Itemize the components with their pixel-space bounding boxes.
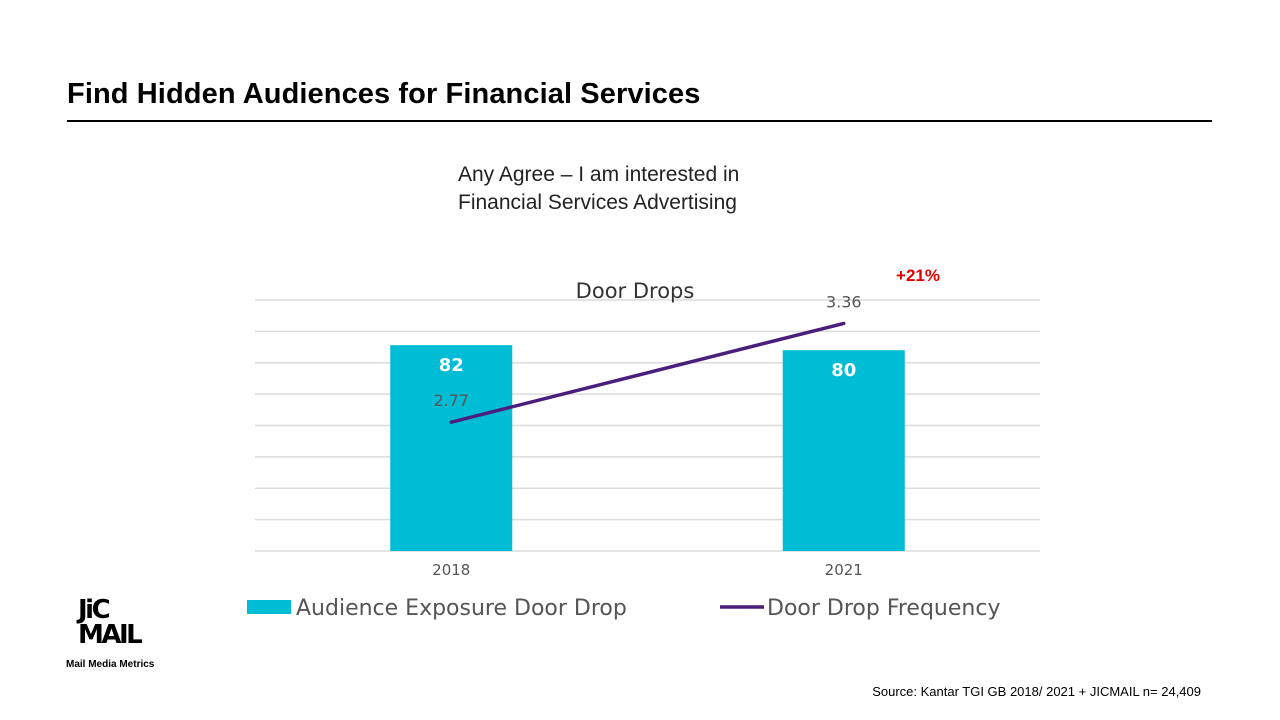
- chart-heading-line-1: Any Agree – I am interested in: [458, 163, 740, 186]
- jicmail-logo: JiC MAIL Mail Media Metrics: [64, 595, 174, 673]
- chart-title: Door Drops: [576, 279, 695, 303]
- legend-bar-swatch: [247, 600, 291, 614]
- frequency-point-label: 2.77: [433, 391, 469, 410]
- logo-line-1: JiC: [78, 595, 111, 625]
- logo-tagline: Mail Media Metrics: [66, 659, 155, 670]
- chart-heading-line-2: Financial Services Advertising: [458, 191, 737, 214]
- logo-wordmark: JiC MAIL: [78, 595, 143, 650]
- frequency-line: [449, 321, 846, 424]
- slide-title: Find Hidden Audiences for Financial Serv…: [67, 78, 701, 110]
- x-tick-label: 2021: [825, 561, 863, 579]
- legend-bar-label: Audience Exposure Door Drop: [296, 596, 627, 621]
- growth-annotation: +21%: [896, 266, 940, 285]
- legend-line-label: Door Drop Frequency: [767, 596, 1000, 621]
- bar-value-label: 82: [439, 355, 464, 376]
- logo-line-2: MAIL: [78, 620, 143, 650]
- bar-2018: [390, 345, 513, 551]
- source-note: Source: Kantar TGI GB 2018/ 2021 + JICMA…: [872, 684, 1201, 699]
- bar-2021: [782, 350, 905, 551]
- bar-value-label: 80: [831, 360, 856, 381]
- chart-heading: Any Agree – I am interested in Financial…: [458, 161, 739, 217]
- x-tick-label: 2018: [432, 561, 470, 579]
- title-divider: [67, 120, 1212, 122]
- frequency-point-label: 3.36: [826, 292, 862, 311]
